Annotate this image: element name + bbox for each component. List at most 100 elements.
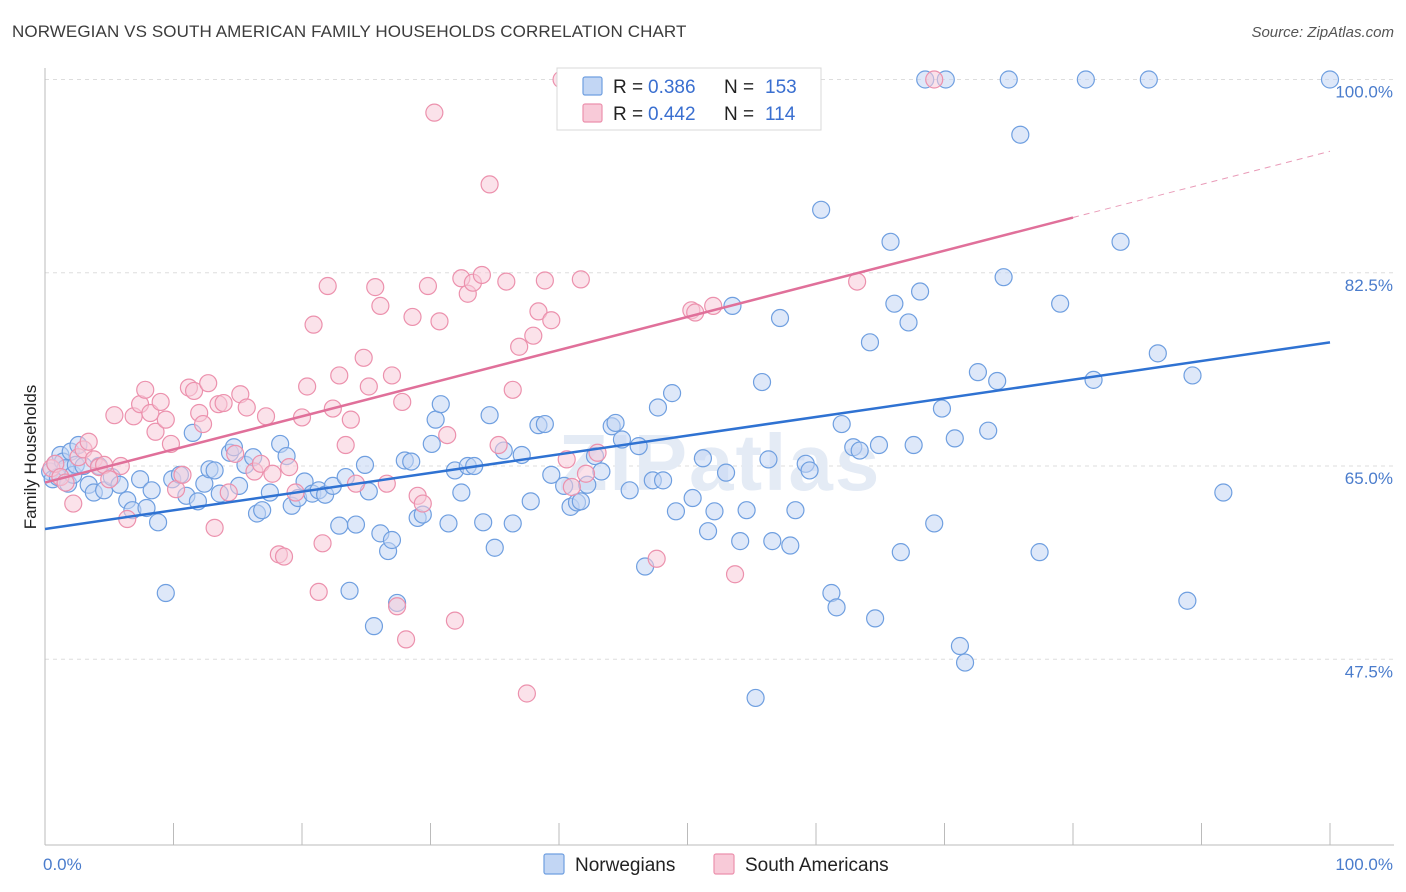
point-0-100 xyxy=(653,471,673,490)
point-0-107 xyxy=(716,463,736,482)
point-0-33 xyxy=(205,461,224,480)
point-0-77 xyxy=(485,538,504,557)
point-0-81 xyxy=(521,492,540,511)
point-1-39 xyxy=(256,407,276,426)
point-1-77 xyxy=(480,175,499,194)
trend-line-1 xyxy=(44,216,1074,484)
point-0-134 xyxy=(910,282,930,301)
legend-n-value-0: 153 xyxy=(765,77,797,98)
trend-line-dashed-1 xyxy=(1072,150,1331,219)
point-1-46 xyxy=(298,377,317,396)
point-0-133 xyxy=(904,435,923,455)
point-0-93 xyxy=(606,413,625,433)
point-0-126 xyxy=(860,333,880,352)
point-1-13 xyxy=(111,456,130,476)
trend-line-0 xyxy=(44,341,1331,531)
point-1-65 xyxy=(403,307,422,327)
point-0-146 xyxy=(999,70,1018,89)
point-0-129 xyxy=(881,232,900,251)
point-1-59 xyxy=(371,296,390,315)
point-0-158 xyxy=(1320,70,1340,89)
legend-n-value-1: 114 xyxy=(765,104,796,125)
point-0-120 xyxy=(812,200,831,219)
point-0-104 xyxy=(693,449,713,468)
legend-n-label-1: N = xyxy=(724,104,754,125)
point-1-89 xyxy=(562,477,581,497)
point-1-34 xyxy=(226,444,245,463)
y-tick-labels: 100.0% 82.5% 65.0% 47.5% xyxy=(1335,83,1393,682)
axes xyxy=(44,68,1394,846)
point-0-149 xyxy=(1051,294,1070,313)
point-0-83 xyxy=(535,414,554,434)
point-0-91 xyxy=(592,462,611,481)
point-0-113 xyxy=(759,450,778,469)
point-1-38 xyxy=(251,454,270,473)
point-0-131 xyxy=(891,543,910,562)
point-0-137 xyxy=(932,399,952,418)
point-0-61 xyxy=(382,530,402,550)
bottom-legend-swatch-0 xyxy=(543,853,565,875)
point-0-117 xyxy=(786,501,805,520)
point-0-153 xyxy=(1139,70,1158,89)
point-1-33 xyxy=(219,483,238,502)
point-1-11 xyxy=(100,470,119,489)
legend-swatch-1 xyxy=(582,103,603,123)
point-0-111 xyxy=(746,688,765,708)
point-0-142 xyxy=(968,363,988,382)
point-0-42 xyxy=(260,483,279,502)
point-0-119 xyxy=(800,461,819,480)
point-1-49 xyxy=(313,534,332,553)
y-tick-label-2: 65.0% xyxy=(1345,469,1393,488)
point-0-67 xyxy=(422,434,441,454)
x-tick-label-0: 0.0% xyxy=(43,855,82,874)
point-0-84 xyxy=(542,465,561,484)
point-1-76 xyxy=(472,265,491,285)
stats-legend: R = 0.386 N = 153 R = 0.442 N = 114 xyxy=(556,67,822,131)
point-1-52 xyxy=(330,366,349,385)
point-0-95 xyxy=(620,481,639,500)
point-1-4 xyxy=(64,494,83,513)
legend-n-label-0: N = xyxy=(724,77,754,98)
point-0-99 xyxy=(648,398,668,417)
point-1-78 xyxy=(489,435,508,455)
point-0-79 xyxy=(503,514,522,533)
point-1-63 xyxy=(393,392,412,412)
point-1-91 xyxy=(576,464,596,483)
point-1-58 xyxy=(366,278,385,297)
point-1-12 xyxy=(105,406,124,425)
point-1-50 xyxy=(318,276,337,296)
legend-r-label-1: R = xyxy=(613,104,643,125)
point-0-152 xyxy=(1111,232,1130,251)
point-1-36 xyxy=(237,398,256,417)
point-1-53 xyxy=(336,435,355,455)
bottom-legend-label-0: Norwegians xyxy=(575,855,675,876)
point-0-112 xyxy=(752,372,772,392)
point-1-19 xyxy=(146,422,165,441)
point-0-22 xyxy=(137,498,156,518)
point-0-147 xyxy=(1011,125,1030,144)
x-tick-label-1: 100.0% xyxy=(1335,855,1393,874)
point-1-21 xyxy=(156,410,175,429)
point-1-26 xyxy=(184,381,204,401)
point-1-61 xyxy=(382,366,402,385)
point-0-123 xyxy=(832,414,851,434)
point-0-116 xyxy=(781,536,800,555)
point-0-122 xyxy=(827,598,846,617)
point-0-155 xyxy=(1178,591,1197,610)
point-0-148 xyxy=(1030,543,1049,562)
point-0-115 xyxy=(770,308,790,328)
point-0-64 xyxy=(402,452,421,471)
point-0-132 xyxy=(899,313,918,332)
point-0-55 xyxy=(346,515,366,534)
point-0-128 xyxy=(869,435,889,455)
point-0-110 xyxy=(737,501,756,520)
point-1-85 xyxy=(535,271,554,290)
point-0-157 xyxy=(1214,483,1233,502)
point-1-86 xyxy=(542,311,561,330)
point-1-82 xyxy=(517,684,536,703)
point-1-28 xyxy=(193,414,213,434)
point-0-103 xyxy=(683,488,702,508)
point-0-145 xyxy=(994,268,1013,287)
point-1-67 xyxy=(413,494,432,513)
point-0-54 xyxy=(340,581,359,600)
